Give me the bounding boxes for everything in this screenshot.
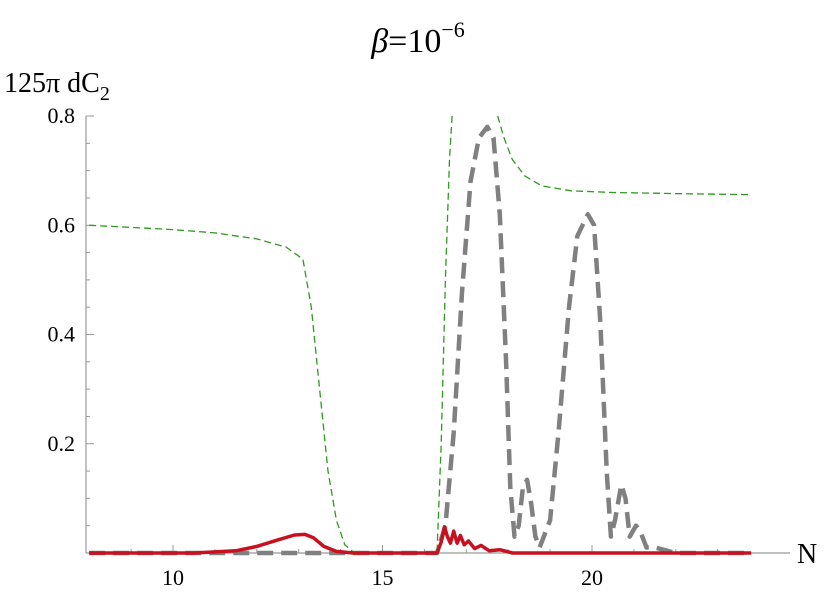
y-tick-label: 0.8: [48, 103, 76, 128]
series-red-solid: [89, 525, 752, 555]
x-tick-label: 20: [581, 565, 603, 590]
chart-title: β=10−6: [370, 17, 465, 60]
y-tick-label: 0.2: [48, 431, 76, 456]
y-tick-label: 0.4: [48, 322, 76, 347]
x-tick-label: 15: [372, 565, 394, 590]
series-group: [89, 115, 752, 556]
chart-title-symbol: β: [370, 23, 388, 60]
ticks: 10 15 20 0.2 0.4 0.6 0.8: [48, 103, 719, 590]
x-axis-label: N: [797, 539, 817, 570]
chart-title-exp: −6: [441, 17, 464, 42]
series-green-thin-dashed: [89, 115, 453, 554]
y-axis-label-sub: 2: [100, 83, 110, 105]
x-tick-label: 10: [162, 565, 184, 590]
series-gray-thick-dashed: [89, 124, 752, 556]
y-tick-label: 0.6: [48, 212, 76, 237]
series-green-thin-dashed-segment-2: [497, 115, 752, 196]
chart-title-eq: =10: [388, 23, 441, 60]
y-axis-label-main: 125π dC: [4, 68, 100, 99]
y-axis-label: 125π dC2: [4, 68, 110, 105]
